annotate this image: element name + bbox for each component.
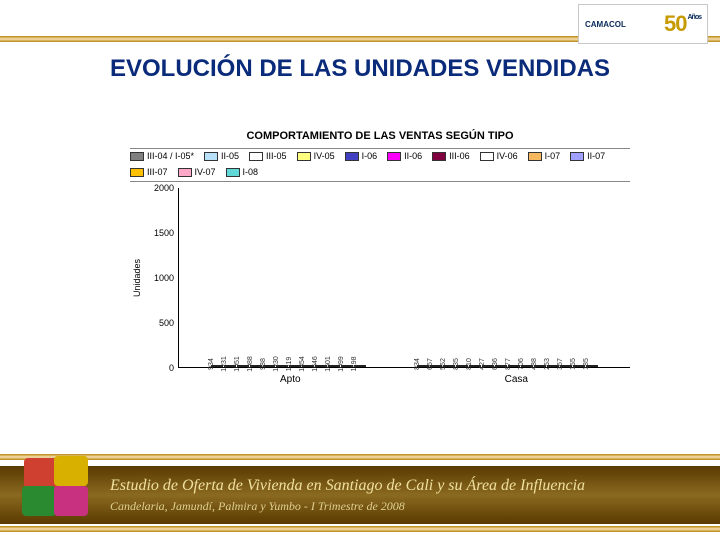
legend-label: III-07 bbox=[147, 167, 168, 177]
x-tick: Apto bbox=[280, 374, 301, 385]
y-tick: 2000 bbox=[154, 183, 174, 193]
legend-swatch bbox=[570, 152, 584, 161]
chart-title: COMPORTAMIENTO DE LAS VENTAS SEGÚN TIPO bbox=[130, 130, 630, 142]
bar-value-label: 1051 bbox=[234, 356, 241, 372]
page-title: EVOLUCIÓN DE LAS UNIDADES VENDIDAS bbox=[0, 54, 720, 84]
legend-item: III-04 / I-05* bbox=[130, 151, 194, 161]
bar-value-label: 1119 bbox=[286, 357, 293, 372]
legend-label: I-08 bbox=[243, 167, 259, 177]
slide: CAMACOL 50 Años EVOLUCIÓN DE LAS UNIDADE… bbox=[0, 0, 720, 540]
legend-label: IV-06 bbox=[497, 151, 518, 161]
bar-value-label: 185 bbox=[583, 358, 590, 370]
bar-value-label: 552 bbox=[440, 358, 447, 370]
legend-label: II-05 bbox=[221, 151, 239, 161]
legend-swatch bbox=[480, 152, 494, 161]
org-logo: CAMACOL 50 Años bbox=[578, 4, 708, 44]
plot-area: Unidades 0500100015002000 93412311051108… bbox=[130, 188, 630, 368]
legend-item: I-07 bbox=[528, 151, 561, 161]
bar-value-label: 1088 bbox=[247, 356, 254, 372]
legend-label: IV-07 bbox=[195, 167, 216, 177]
legend-swatch bbox=[178, 168, 192, 177]
bar: 1198 bbox=[354, 365, 366, 367]
puzzle-icon bbox=[20, 456, 96, 522]
footer: Estudio de Oferta de Vivienda en Santiag… bbox=[0, 454, 720, 540]
legend-swatch bbox=[204, 152, 218, 161]
bar-value-label: 1646 bbox=[312, 356, 319, 372]
footer-divider-top bbox=[0, 454, 720, 460]
bar-value-label: 1230 bbox=[273, 356, 280, 372]
bar-value-label: 810 bbox=[466, 358, 473, 370]
legend-item: III-06 bbox=[432, 151, 470, 161]
legend-label: II-07 bbox=[587, 151, 605, 161]
footer-text: Estudio de Oferta de Vivienda en Santiag… bbox=[110, 477, 585, 514]
bar-value-label: 835 bbox=[453, 358, 460, 370]
bar-group: 9341231105110889881230111913541646160110… bbox=[211, 365, 366, 367]
legend-label: I-06 bbox=[362, 151, 378, 161]
legend-swatch bbox=[387, 152, 401, 161]
legend-item: IV-05 bbox=[297, 151, 335, 161]
legend-swatch bbox=[249, 152, 263, 161]
footer-line2: Candelaria, Jamundí, Palmira y Yumbo - I… bbox=[110, 499, 585, 514]
legend-label: III-05 bbox=[266, 151, 287, 161]
legend-swatch bbox=[226, 168, 240, 177]
legend-label: III-06 bbox=[449, 151, 470, 161]
legend-swatch bbox=[528, 152, 542, 161]
y-tick: 1000 bbox=[154, 273, 174, 283]
bar-value-label: 1198 bbox=[351, 356, 358, 371]
legend-swatch bbox=[432, 152, 446, 161]
logo-org-text: CAMACOL bbox=[585, 20, 626, 29]
legend-item: II-06 bbox=[387, 151, 422, 161]
legend-label: IV-05 bbox=[314, 151, 335, 161]
legend-label: III-04 / I-05* bbox=[147, 151, 194, 161]
bar-value-label: 253 bbox=[544, 358, 551, 370]
logo-anniversary: 50 Años bbox=[664, 11, 701, 37]
bar-value-label: 155 bbox=[570, 358, 577, 370]
footer-line1: Estudio de Oferta de Vivienda en Santiag… bbox=[110, 477, 585, 495]
legend-label: II-06 bbox=[404, 151, 422, 161]
bar-value-label: 877 bbox=[505, 358, 512, 370]
legend-item: I-06 bbox=[345, 151, 378, 161]
bar-value-label: 834 bbox=[414, 358, 421, 370]
bar-group: 8346675528358104276368777064882533671551… bbox=[417, 365, 598, 367]
x-tick: Casa bbox=[505, 374, 528, 385]
bar-value-label: 488 bbox=[531, 358, 538, 370]
y-axis-label: Unidades bbox=[130, 188, 144, 368]
chart-plot: 9341231105110889881230111913541646160110… bbox=[178, 188, 630, 368]
sales-chart: COMPORTAMIENTO DE LAS VENTAS SEGÚN TIPO … bbox=[130, 130, 630, 390]
legend-label: I-07 bbox=[545, 151, 561, 161]
bar-value-label: 1099 bbox=[338, 356, 345, 372]
bar-value-label: 1231 bbox=[221, 356, 228, 372]
legend-item: III-05 bbox=[249, 151, 287, 161]
y-axis: 0500100015002000 bbox=[144, 188, 178, 368]
legend-swatch bbox=[130, 152, 144, 161]
legend-item: IV-07 bbox=[178, 167, 216, 177]
footer-banner: Estudio de Oferta de Vivienda en Santiag… bbox=[0, 466, 720, 524]
x-axis: Apto Casa bbox=[178, 374, 630, 385]
y-tick: 500 bbox=[159, 318, 174, 328]
bar: 185 bbox=[586, 365, 598, 367]
legend-item: IV-06 bbox=[480, 151, 518, 161]
bar-value-label: 636 bbox=[492, 358, 499, 370]
legend-item: III-07 bbox=[130, 167, 168, 177]
bar-value-label: 1354 bbox=[299, 356, 306, 372]
bar-value-label: 667 bbox=[427, 358, 434, 370]
bar-value-label: 427 bbox=[479, 358, 486, 370]
bar-value-label: 706 bbox=[518, 358, 525, 370]
chart-legend: III-04 / I-05* II-05 III-05 IV-05 I-06 II-06 I… bbox=[130, 148, 630, 182]
bar-value-label: 1601 bbox=[325, 356, 332, 372]
footer-divider-bottom bbox=[0, 526, 720, 532]
legend-swatch bbox=[297, 152, 311, 161]
legend-swatch bbox=[130, 168, 144, 177]
legend-item: II-07 bbox=[570, 151, 605, 161]
bar-value-label: 367 bbox=[557, 358, 564, 370]
y-tick: 1500 bbox=[154, 228, 174, 238]
legend-item: I-08 bbox=[226, 167, 259, 177]
legend-item: II-05 bbox=[204, 151, 239, 161]
legend-swatch bbox=[345, 152, 359, 161]
bars-area: 9341231105110889881230111913541646160110… bbox=[179, 188, 630, 367]
y-tick: 0 bbox=[169, 363, 174, 373]
bar-value-label: 934 bbox=[208, 358, 215, 370]
bar-value-label: 988 bbox=[260, 358, 267, 370]
